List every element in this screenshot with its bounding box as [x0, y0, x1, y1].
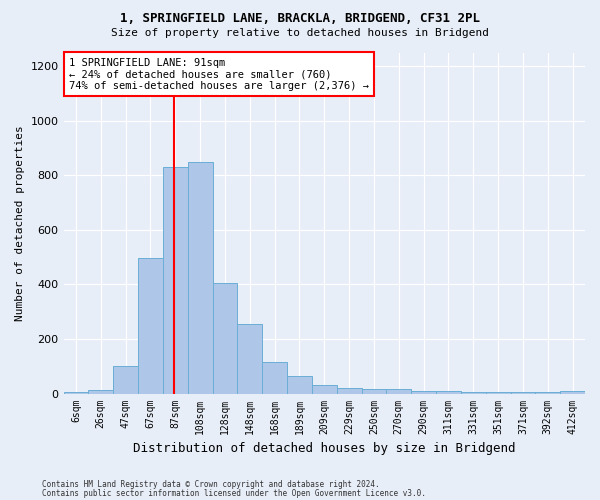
Text: Contains HM Land Registry data © Crown copyright and database right 2024.: Contains HM Land Registry data © Crown c… [42, 480, 380, 489]
Bar [212, 283, 238, 394]
Text: Contains public sector information licensed under the Open Government Licence v3: Contains public sector information licen… [42, 488, 426, 498]
Bar [262, 362, 287, 394]
Bar [88, 390, 113, 394]
Bar [535, 392, 560, 394]
Bar [485, 392, 511, 394]
Bar [511, 392, 535, 394]
Text: Size of property relative to detached houses in Bridgend: Size of property relative to detached ho… [111, 28, 489, 38]
Bar [138, 258, 163, 394]
Bar [362, 390, 386, 394]
Bar [386, 390, 411, 394]
Bar [113, 366, 138, 394]
Bar [238, 324, 262, 394]
Bar [411, 391, 436, 394]
Bar [312, 386, 337, 394]
Bar [337, 388, 362, 394]
Bar [560, 391, 585, 394]
Bar [461, 392, 485, 394]
Bar [163, 167, 188, 394]
Bar [287, 376, 312, 394]
Text: 1, SPRINGFIELD LANE, BRACKLA, BRIDGEND, CF31 2PL: 1, SPRINGFIELD LANE, BRACKLA, BRIDGEND, … [120, 12, 480, 26]
Bar [64, 392, 88, 394]
Y-axis label: Number of detached properties: Number of detached properties [15, 125, 25, 321]
Bar [436, 391, 461, 394]
X-axis label: Distribution of detached houses by size in Bridgend: Distribution of detached houses by size … [133, 442, 515, 455]
Text: 1 SPRINGFIELD LANE: 91sqm
← 24% of detached houses are smaller (760)
74% of semi: 1 SPRINGFIELD LANE: 91sqm ← 24% of detac… [69, 58, 369, 91]
Bar [188, 162, 212, 394]
